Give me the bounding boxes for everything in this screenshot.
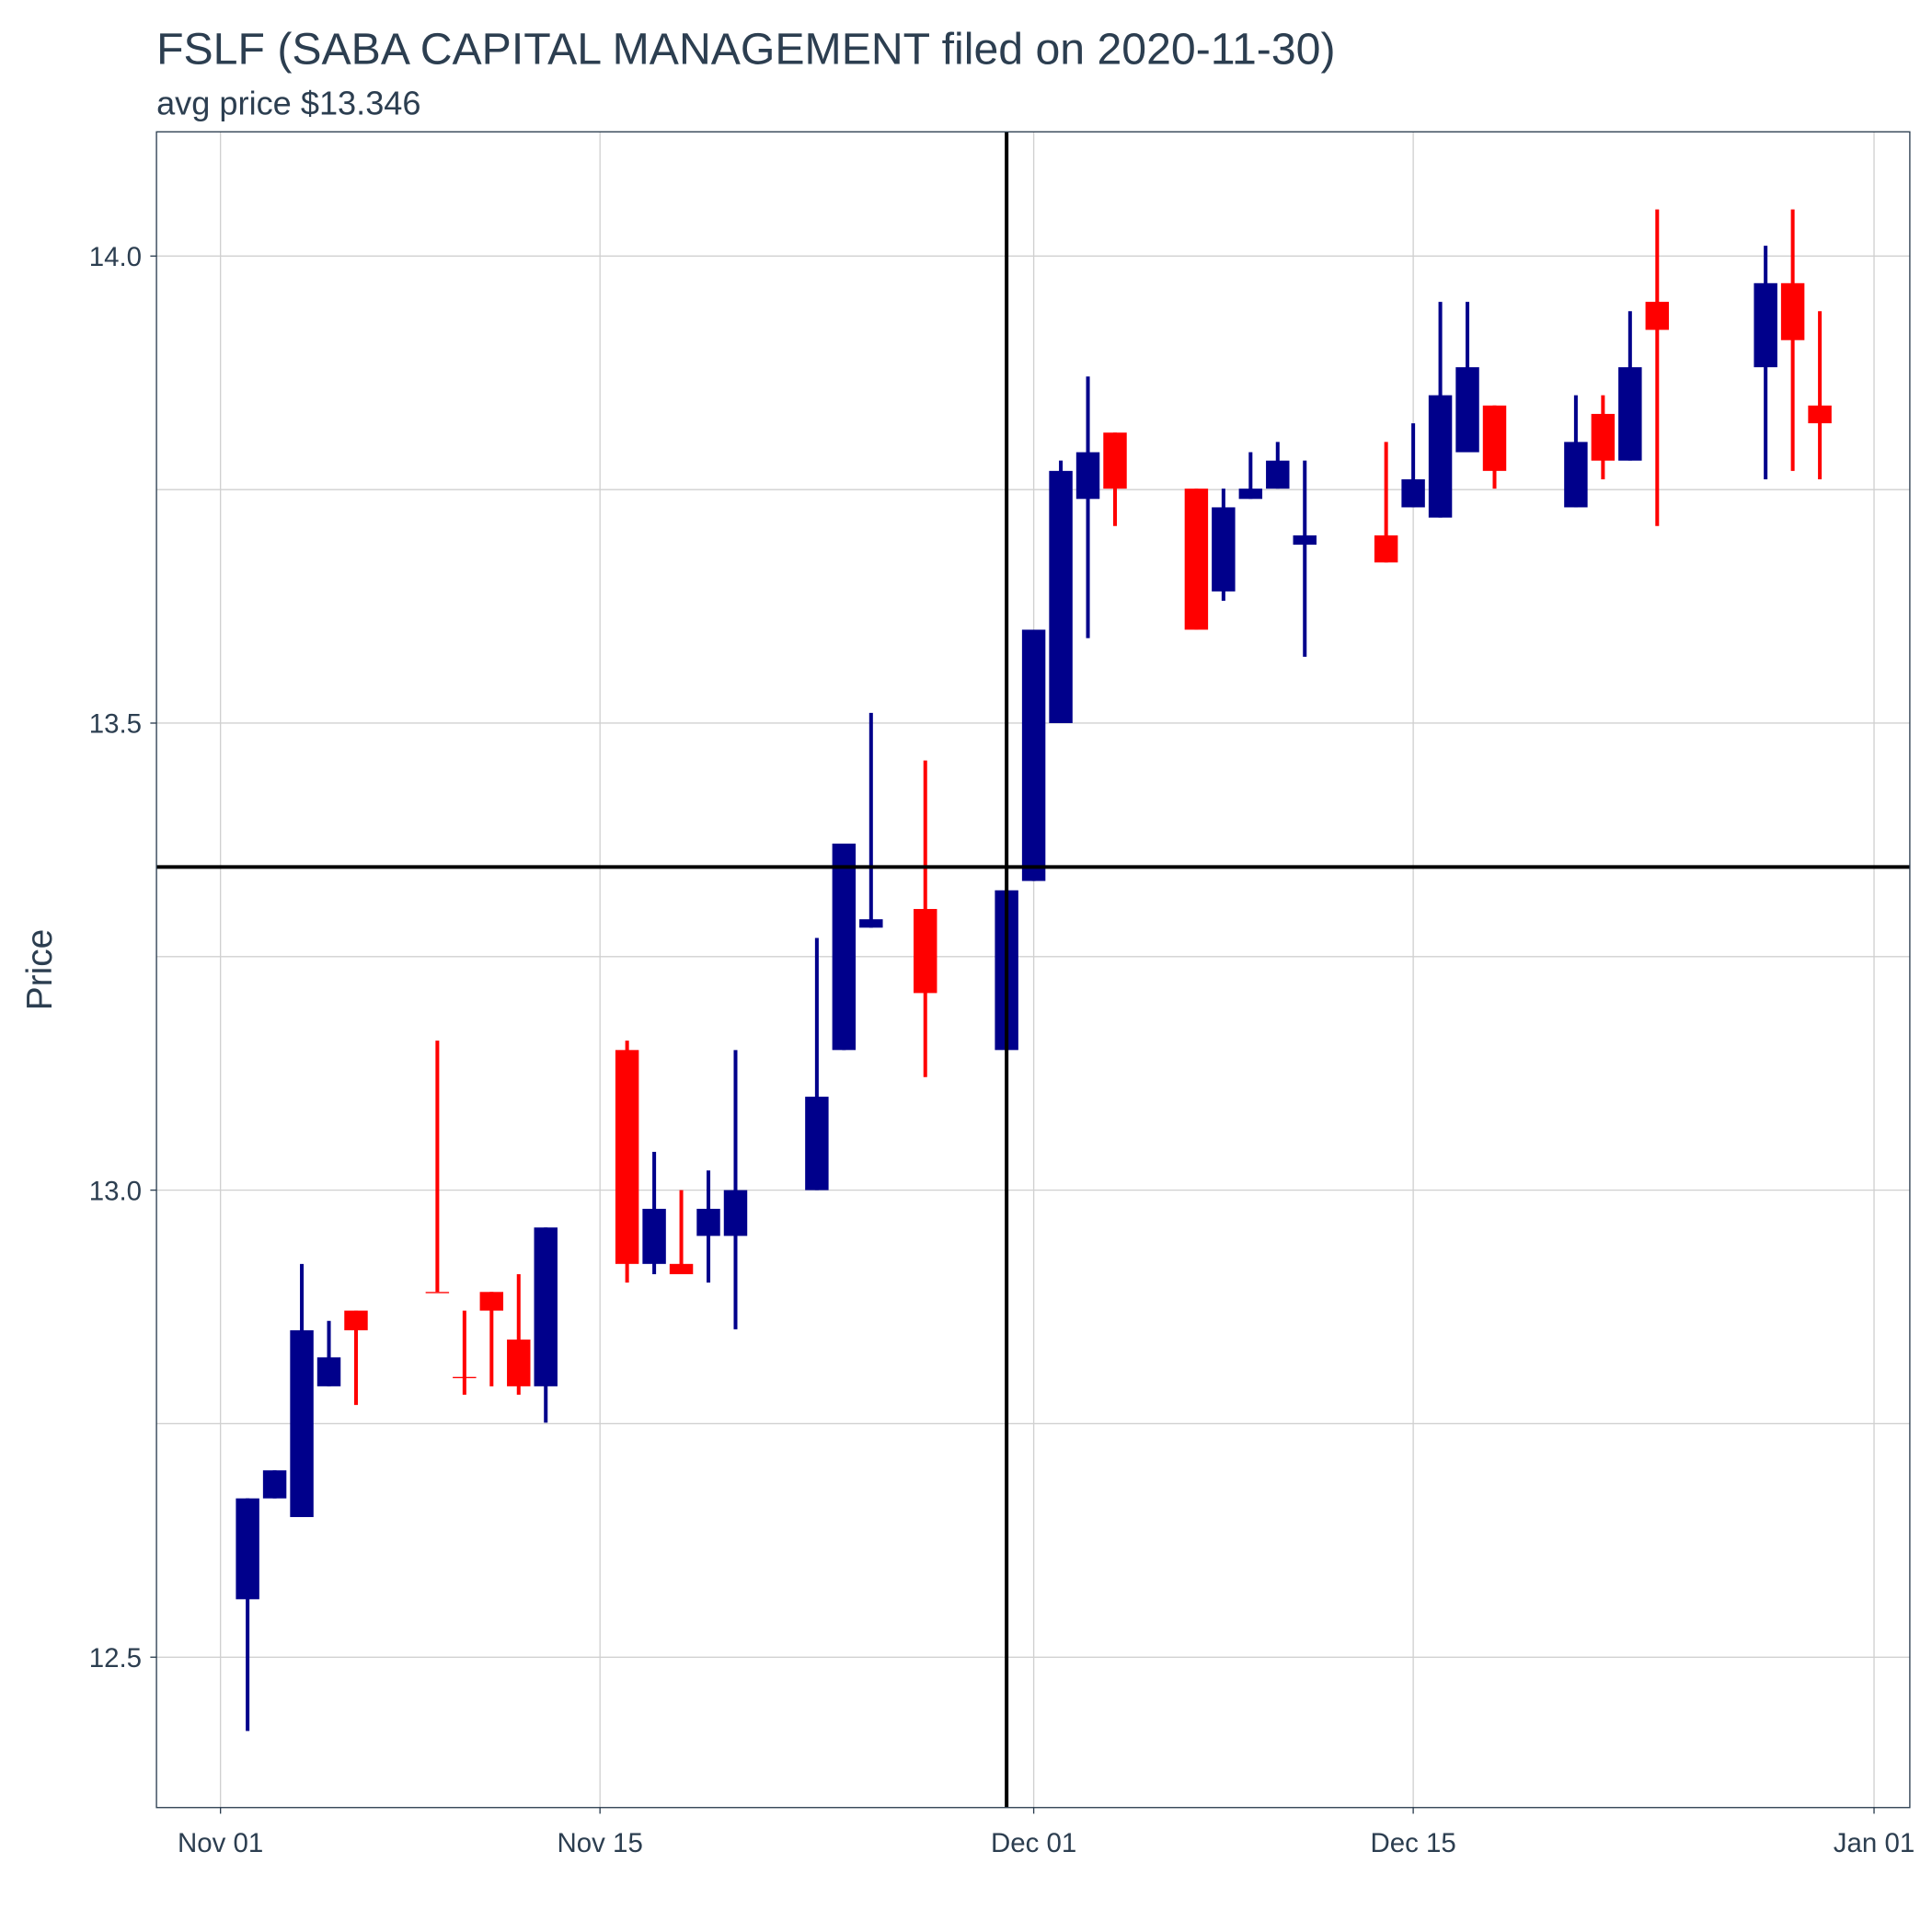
candle-body <box>832 843 857 1051</box>
candle-body <box>669 1263 694 1275</box>
x-tick-label: Nov 15 <box>558 1828 643 1858</box>
candle-body <box>1482 405 1507 471</box>
x-tick-label: Dec 01 <box>991 1828 1076 1858</box>
y-tick-label: 13.5 <box>89 709 142 740</box>
candle-body <box>1021 629 1046 881</box>
candle-body <box>696 1208 720 1236</box>
candle-body <box>453 1376 477 1379</box>
candle-body <box>1808 405 1832 424</box>
plot-border <box>155 131 1911 1809</box>
candle-body <box>507 1340 531 1386</box>
candle-body <box>914 909 937 994</box>
candle-body <box>1103 432 1127 489</box>
candle-body <box>805 1097 829 1190</box>
candle-body <box>1645 302 1670 330</box>
x-tick-label: Nov 01 <box>178 1828 263 1858</box>
candle-body <box>1293 535 1317 546</box>
candle-body <box>236 1498 259 1600</box>
candle-body <box>723 1190 748 1236</box>
candle-body <box>1401 478 1425 508</box>
candle-body <box>859 919 883 928</box>
x-tick-label: Dec 15 <box>1370 1828 1455 1858</box>
candle-body <box>1266 460 1290 489</box>
chart-subtitle: avg price $13.346 <box>156 85 420 122</box>
y-tick-label: 12.5 <box>89 1643 142 1673</box>
candle-body <box>425 1292 450 1294</box>
candle-body <box>290 1329 314 1517</box>
candle-body <box>1780 282 1805 340</box>
candle-body <box>1618 367 1642 461</box>
candle-body <box>262 1470 287 1499</box>
candle-body <box>316 1357 341 1386</box>
candle-body <box>1238 489 1263 500</box>
candle-body <box>1212 507 1236 592</box>
y-axis-label: Price <box>20 929 60 1010</box>
candle-body <box>534 1227 558 1386</box>
candle-body <box>1075 452 1100 500</box>
candle-body <box>1428 395 1453 518</box>
candle-body <box>642 1208 666 1264</box>
candle-body <box>1184 489 1209 630</box>
candle-body <box>1564 442 1588 508</box>
y-tick-label: 13.0 <box>89 1176 142 1206</box>
y-tick-label: 14.0 <box>89 242 142 272</box>
candle-body <box>479 1292 504 1311</box>
candle-body <box>615 1050 639 1264</box>
candle-body <box>344 1310 368 1330</box>
candle-body <box>1591 413 1616 461</box>
candle-body <box>1455 367 1479 453</box>
candle-body <box>1049 470 1073 723</box>
candle-body <box>1754 282 1777 368</box>
chart-title: FSLF (SABA CAPITAL MANAGEMENT filed on 2… <box>156 25 1335 75</box>
candle-body <box>1374 535 1398 563</box>
x-tick-label: Jan 01 <box>1834 1828 1915 1858</box>
